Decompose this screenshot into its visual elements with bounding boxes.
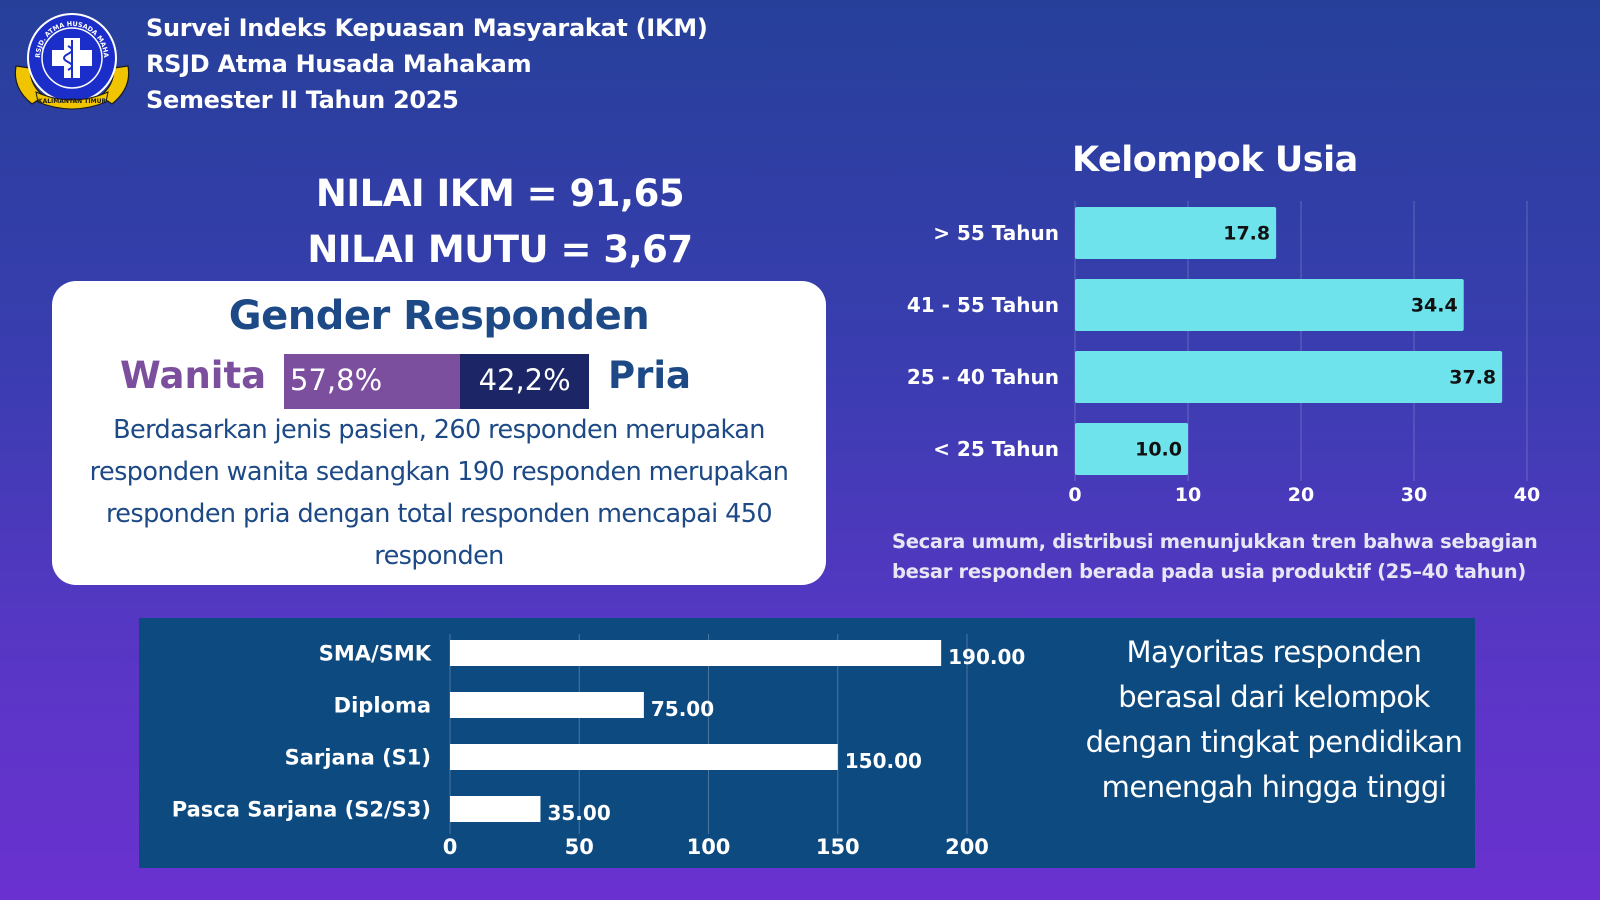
gender-split-bar: 57,8% 42,2%: [284, 354, 589, 409]
bar-2: [450, 744, 838, 770]
logo-banner: [35, 91, 109, 110]
header-title-line2: RSJD Atma Husada Mahakam: [146, 50, 532, 78]
gender-description: Berdasarkan jenis pasien, 260 responden …: [89, 415, 789, 571]
x-tick-label-2: 20: [1288, 484, 1314, 506]
nilai-ikm: NILAI IKM = 91,65: [315, 172, 685, 215]
x-tick-label-0: 0: [1068, 484, 1081, 506]
bar-1: [1075, 279, 1464, 331]
gender-title: Gender Responden: [228, 293, 650, 339]
pendidikan-panel: 0 50 100 150 200 SMA/SMK 190.00 Diploma 75.00 Sar…: [139, 618, 1475, 868]
x-tick-label-1: 10: [1175, 484, 1201, 506]
pendidikan-note: Mayoritas responden berasal dari kelompo…: [1085, 635, 1463, 804]
category-label-3: Pasca Sarjana (S2/S3): [172, 797, 431, 821]
value-label-2: 150.00: [845, 749, 922, 773]
bar-0: [1075, 207, 1277, 259]
x-tick-label-0: 0: [443, 835, 458, 859]
bar-1: [450, 692, 644, 718]
value-label-3: 10.0: [1135, 439, 1182, 461]
x-tick-label-4: 40: [1514, 484, 1540, 506]
logo-banner-text: KALIMANTAN TIMUR: [38, 98, 107, 105]
logo-serpent-icon: [63, 40, 73, 80]
category-label-1: 41 - 55 Tahun: [907, 293, 1059, 317]
category-label-0: > 55 Tahun: [933, 221, 1059, 245]
value-label-0: 17.8: [1223, 223, 1270, 245]
usia-note: Secara umum, distribusi menunjukkan tren…: [892, 530, 1538, 583]
gender-card: Gender Responden Wanita 57,8% 42,2% Pria…: [52, 281, 826, 585]
nilai-mutu: NILAI MUTU = 3,67: [307, 228, 693, 271]
value-label-3: 35.00: [547, 801, 610, 825]
category-label-2: 25 - 40 Tahun: [907, 365, 1059, 389]
value-label-1: 34.4: [1411, 295, 1458, 317]
category-label-2: Sarjana (S1): [285, 745, 431, 769]
x-tick-label-3: 150: [816, 835, 860, 859]
bar-3: [450, 796, 541, 822]
value-label-2: 37.8: [1449, 367, 1496, 389]
category-label-3: < 25 Tahun: [933, 437, 1059, 461]
x-tick-label-2: 100: [687, 835, 731, 859]
pria-bar: 42,2%: [460, 354, 589, 409]
usia-chart: 0 10 20 30 40 > 55 Tahun 17.8 41 - 55 Tahun 34.4…: [907, 201, 1540, 506]
wanita-label: Wanita: [120, 354, 267, 397]
value-label-0: 190.00: [948, 645, 1025, 669]
hospital-logo: RSJD. ATMA HUSADA MAHAKAM KALIMANTAN TIM…: [10, 8, 130, 110]
header-title-line3: Semester II Tahun 2025: [146, 86, 459, 114]
value-label-1: 75.00: [651, 697, 714, 721]
bar-3: [1075, 423, 1188, 475]
bar-2: [1075, 351, 1503, 403]
x-tick-label-3: 30: [1401, 484, 1427, 506]
wanita-bar: 57,8%: [284, 354, 461, 409]
usia-chart-title: Kelompok Usia: [1072, 140, 1358, 180]
bar-0: [450, 640, 942, 666]
pendidikan-chart: 0 50 100 150 200 SMA/SMK 190.00 Diploma 75.00 Sar…: [172, 634, 1025, 859]
category-label-1: Diploma: [334, 693, 431, 717]
pria-label: Pria: [608, 354, 692, 397]
header: Survei Indeks Kepuasan Masyarakat (IKM) …: [146, 10, 708, 118]
x-tick-label-4: 200: [945, 835, 989, 859]
x-tick-label-1: 50: [565, 835, 594, 859]
category-label-0: SMA/SMK: [319, 641, 432, 665]
header-title-line1: Survei Indeks Kepuasan Masyarakat (IKM): [146, 14, 708, 42]
